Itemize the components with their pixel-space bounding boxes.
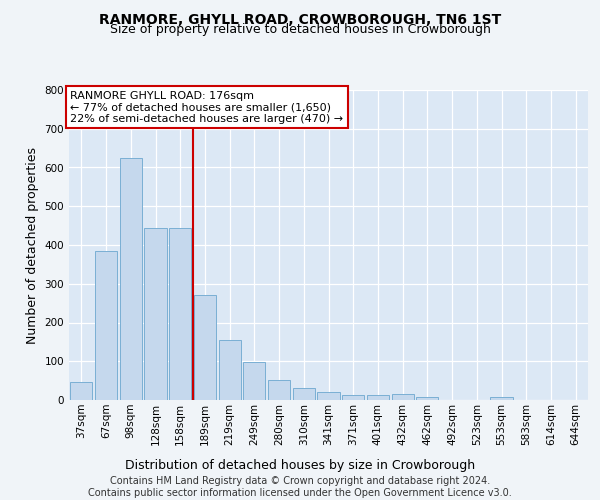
Text: Size of property relative to detached houses in Crowborough: Size of property relative to detached ho… [110, 22, 490, 36]
Bar [218, 340, 241, 400]
Bar [145, 228, 167, 400]
Bar [169, 228, 191, 400]
Text: Contains HM Land Registry data © Crown copyright and database right 2024.
Contai: Contains HM Land Registry data © Crown c… [88, 476, 512, 498]
Bar [95, 251, 117, 400]
Bar [317, 392, 340, 400]
Bar [268, 380, 290, 400]
Bar [392, 394, 414, 400]
Bar [243, 362, 265, 400]
Bar [194, 296, 216, 400]
Bar [70, 382, 92, 400]
Bar [416, 397, 439, 400]
Bar [367, 396, 389, 400]
Bar [293, 388, 315, 400]
Text: RANMORE GHYLL ROAD: 176sqm
← 77% of detached houses are smaller (1,650)
22% of s: RANMORE GHYLL ROAD: 176sqm ← 77% of deta… [70, 91, 343, 124]
Bar [490, 397, 512, 400]
Text: RANMORE, GHYLL ROAD, CROWBOROUGH, TN6 1ST: RANMORE, GHYLL ROAD, CROWBOROUGH, TN6 1S… [99, 12, 501, 26]
Bar [342, 396, 364, 400]
Y-axis label: Number of detached properties: Number of detached properties [26, 146, 39, 344]
Bar [119, 158, 142, 400]
Text: Distribution of detached houses by size in Crowborough: Distribution of detached houses by size … [125, 460, 475, 472]
